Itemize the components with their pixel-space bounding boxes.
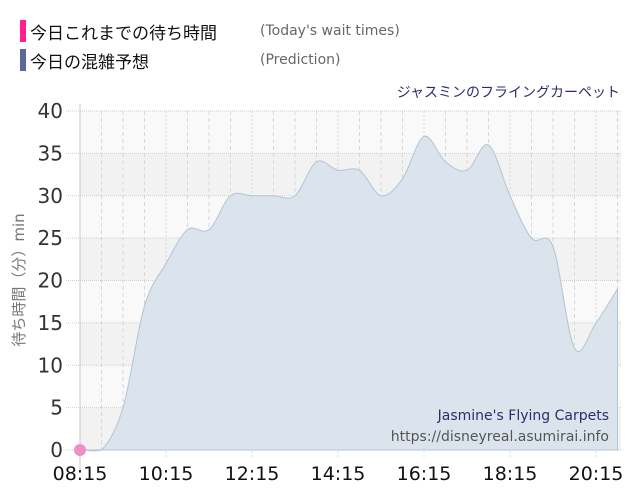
y-tick-label: 0 bbox=[50, 438, 63, 462]
y-axis-ticks: 0 5 10 15 20 25 30 35 40 bbox=[38, 99, 63, 462]
legend-item-actual[interactable]: 今日これまでの待ち時間 (Today's wait times) bbox=[20, 19, 400, 44]
x-tick-label: 18:15 bbox=[483, 463, 538, 485]
x-tick-label: 08:15 bbox=[53, 463, 108, 485]
y-tick-label: 25 bbox=[38, 226, 63, 250]
y-axis-label: 待ち時間（分）min bbox=[10, 213, 28, 346]
actual-wait-point[interactable] bbox=[74, 444, 86, 456]
chart-title: ジャスミンのフライングカーペット bbox=[396, 85, 620, 101]
x-tick-label: 14:15 bbox=[311, 463, 366, 485]
legend-label-en: (Prediction) bbox=[260, 52, 341, 68]
y-tick-label: 5 bbox=[50, 396, 63, 420]
y-tick-label: 15 bbox=[38, 311, 63, 335]
x-axis-ticks: 08:15 10:15 12:15 14:15 16:15 18:15 20:15 bbox=[53, 463, 624, 485]
x-tick-label: 20:15 bbox=[569, 463, 624, 485]
prediction-area bbox=[79, 135, 618, 452]
plot-band bbox=[80, 111, 621, 154]
watermark-url: https://disneyreal.asumirai.info bbox=[391, 429, 609, 445]
y-tick-label: 20 bbox=[38, 269, 63, 293]
legend-label-jp: 今日これまでの待ち時間 bbox=[30, 23, 217, 44]
legend-label-jp: 今日の混雑予想 bbox=[30, 52, 149, 73]
legend-item-prediction[interactable]: 今日の混雑予想 (Prediction) bbox=[20, 48, 341, 73]
x-tick-label: 10:15 bbox=[139, 463, 194, 485]
legend-swatch-actual bbox=[20, 20, 26, 42]
y-tick-label: 10 bbox=[38, 353, 63, 377]
watermark-ride-name: Jasmine's Flying Carpets bbox=[437, 408, 609, 424]
y-tick-label: 35 bbox=[38, 141, 63, 165]
y-tick-label: 30 bbox=[38, 184, 63, 208]
x-tick-label: 12:15 bbox=[225, 463, 280, 485]
x-tick-label: 16:15 bbox=[397, 463, 452, 485]
legend-swatch-prediction bbox=[20, 49, 26, 71]
legend-label-en: (Today's wait times) bbox=[260, 23, 400, 39]
y-tick-label: 40 bbox=[38, 99, 63, 123]
